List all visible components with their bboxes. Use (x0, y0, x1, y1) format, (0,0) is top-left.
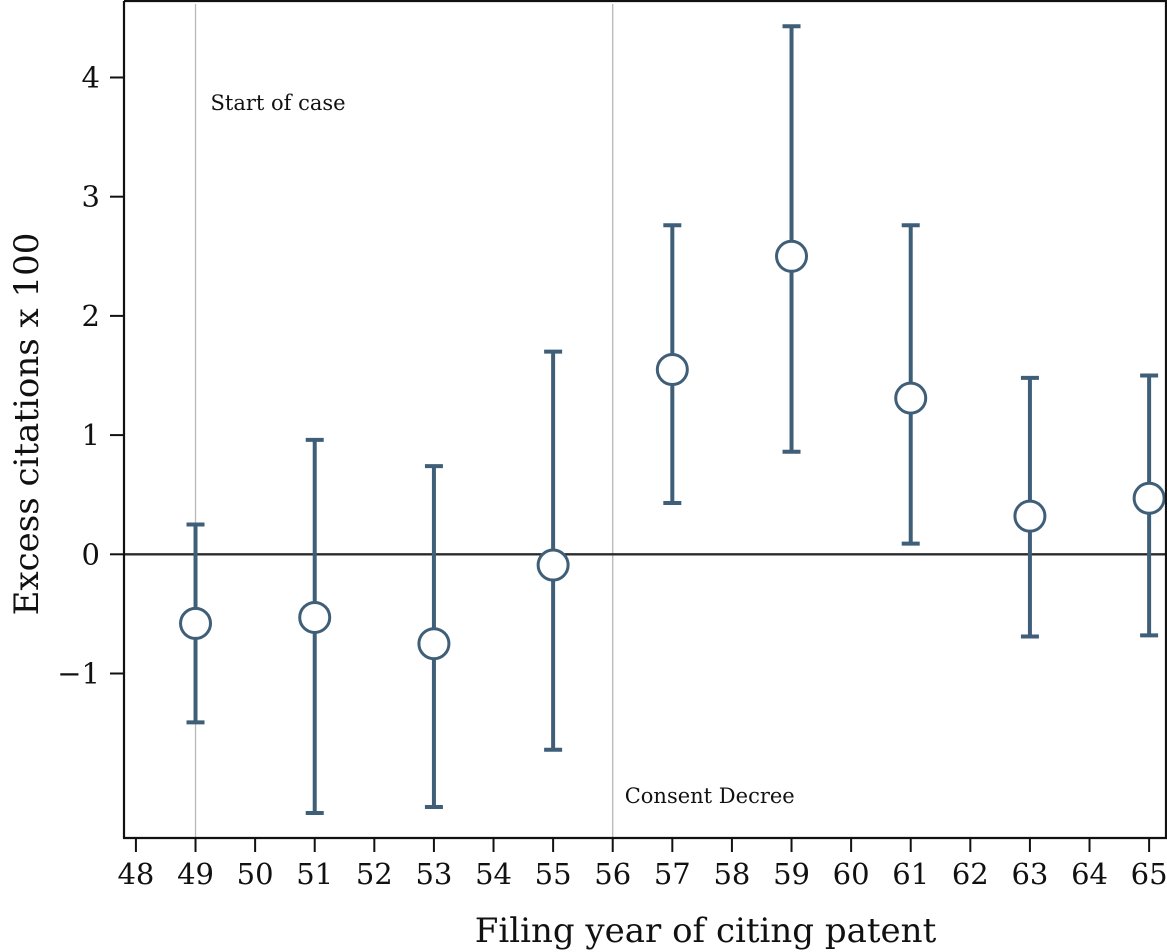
axes: −1 0 1 2 3 4 48 49 50 51 52 53 54 55 56 57 58 59 60 61 62 63 6… (57, 0, 1167, 891)
x-tick-label: 48 (117, 857, 154, 891)
y-tick-label: 3 (82, 180, 100, 214)
y-tick-label: −1 (57, 656, 100, 690)
x-axis-title: Filing year of citing patent (475, 911, 937, 951)
x-tick-label: 59 (773, 857, 810, 891)
y-tick-label: 1 (82, 418, 100, 452)
y-tick-label: 0 (82, 537, 100, 571)
x-tick-label: 53 (415, 857, 452, 891)
data-points (179, 239, 1166, 661)
data-point (655, 353, 689, 387)
y-tick-label: 2 (82, 299, 100, 333)
x-tick-label: 57 (654, 857, 691, 891)
error-bars (186, 24, 1159, 815)
x-tick-label: 65 (1131, 857, 1167, 891)
data-point (894, 381, 928, 415)
data-point (1132, 481, 1166, 515)
x-tick-label: 51 (296, 857, 333, 891)
data-point (417, 627, 451, 661)
data-point (298, 600, 332, 634)
x-tick-label: 60 (833, 857, 870, 891)
annotations: Start of case Consent Decree (211, 91, 795, 808)
x-tick-label: 56 (594, 857, 631, 891)
y-axis-title: Excess citations x 100 (7, 233, 47, 616)
x-tick-label: 50 (237, 857, 274, 891)
data-point (536, 548, 570, 582)
x-tick-label: 58 (713, 857, 750, 891)
y-tick-label: 4 (82, 60, 100, 94)
x-tick-label: 64 (1071, 857, 1108, 891)
data-point (775, 239, 809, 273)
reference-lines (124, 4, 1167, 838)
x-tick-label: 54 (475, 857, 512, 891)
annotation-start-of-case: Start of case (211, 91, 346, 115)
x-tick-label: 62 (952, 857, 989, 891)
x-tick-label: 61 (892, 857, 929, 891)
data-point (1013, 499, 1047, 533)
x-tick-label: 63 (1011, 857, 1048, 891)
x-tick-label: 52 (356, 857, 393, 891)
x-tick-label: 49 (177, 857, 214, 891)
annotation-consent-decree: Consent Decree (625, 784, 795, 808)
x-tick-label: 55 (535, 857, 572, 891)
data-point (179, 606, 213, 640)
